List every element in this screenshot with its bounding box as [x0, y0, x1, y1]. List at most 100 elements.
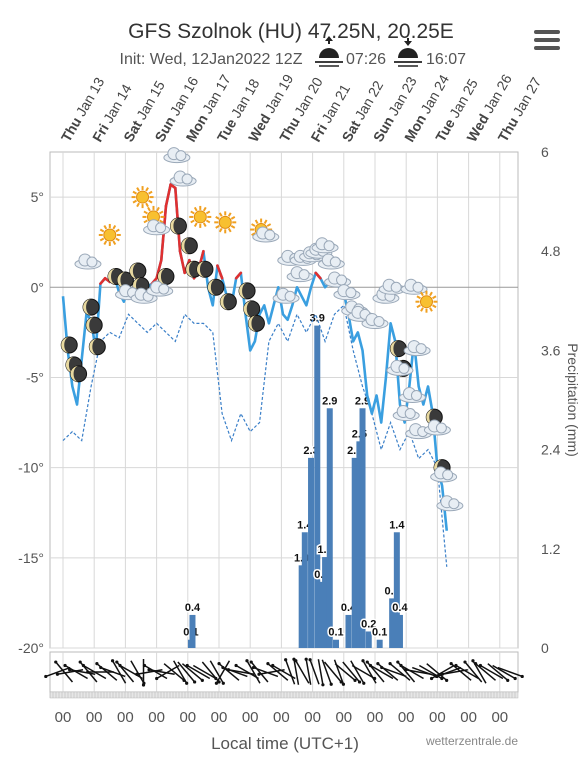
y-tick-label: -5°: [26, 369, 44, 385]
hour-label: 00: [429, 709, 446, 726]
dewpoint-line: [62, 304, 448, 567]
wind-barb: [267, 663, 289, 681]
x-axis-label: Local time (UTC+1): [211, 734, 359, 753]
moon-icon: [60, 336, 78, 354]
y2-tick-label: 2.4: [541, 442, 561, 458]
wind-barb: [69, 669, 96, 675]
cloud-icon: [252, 226, 280, 243]
sun-icon: [415, 290, 438, 313]
y2-axis-label: Precipitation (mm): [565, 343, 581, 457]
wind-barb: [222, 666, 248, 678]
wind-barb: [487, 663, 509, 681]
cloud-icon: [286, 266, 314, 283]
wind-barb: [246, 660, 261, 684]
precip-bar: [189, 614, 196, 648]
y-tick-label: 5°: [31, 189, 44, 205]
precip-bar: [322, 557, 329, 648]
y2-tick-label: 1.2: [541, 541, 561, 557]
precip-bar: [351, 457, 358, 648]
wind-barb: [381, 666, 407, 678]
cloud-icon: [347, 305, 375, 322]
hour-label: 00: [179, 709, 196, 726]
moon-icon: [238, 282, 256, 300]
wind-barb: [235, 664, 259, 680]
temperature-warm-segment: [178, 249, 186, 275]
cloud-icon: [146, 280, 174, 297]
moon-icon: [243, 300, 261, 318]
precip-bar: [345, 614, 352, 648]
wind-barb: [163, 663, 185, 681]
wind-barb: [480, 664, 504, 680]
precip-bar: [393, 532, 400, 648]
precip-value-label: 0.1: [372, 627, 387, 639]
wind-barb: [111, 660, 127, 684]
wind-barb: [426, 663, 448, 681]
sunrise-time: 07:26: [346, 51, 386, 68]
wind-barb: [186, 664, 211, 680]
hour-label: 00: [398, 709, 415, 726]
cloud-icon: [311, 237, 339, 254]
sun-icon: [131, 186, 154, 209]
wind-barb: [309, 659, 320, 685]
cloud-icon: [398, 386, 426, 403]
precip-value-label: 3.9: [310, 313, 325, 325]
cloud-icon: [361, 313, 389, 330]
moon-icon: [129, 262, 147, 280]
precip-bar: [326, 408, 333, 648]
wind-barb: [209, 660, 224, 684]
wind-barb: [284, 659, 296, 685]
hour-label: 00: [148, 709, 165, 726]
wind-barb: [497, 666, 523, 678]
wind-barb: [156, 664, 180, 680]
wind-barb: [173, 660, 188, 684]
wind-barb: [362, 660, 377, 684]
temperature-warm-segment: [234, 271, 243, 280]
wind-barb: [455, 664, 479, 680]
precip-bar: [376, 639, 383, 648]
moon-icon: [389, 340, 407, 358]
wind-barb: [119, 664, 143, 680]
precip-bar: [301, 532, 308, 648]
precip-bar: [314, 325, 321, 648]
wind-barb: [64, 664, 88, 680]
cloud-icon: [386, 359, 414, 376]
cloud-icon: [430, 466, 458, 483]
moon-icon: [196, 260, 214, 278]
precip-bar: [365, 631, 372, 648]
wind-barb: [201, 661, 220, 683]
precip-bar: [389, 598, 396, 648]
cloud-icon: [423, 419, 451, 436]
credit-link[interactable]: wetterzentrale.de: [425, 734, 518, 748]
plot-frame: [49, 151, 519, 649]
temperature-warm-segment: [314, 271, 322, 280]
y2-tick-label: 6: [541, 144, 549, 160]
precip-value-label: 0.1: [328, 627, 343, 639]
temperature-warm-segment: [164, 183, 172, 208]
cloud-icon: [317, 253, 345, 270]
wind-barb: [450, 663, 472, 681]
cloud-icon: [143, 219, 171, 236]
precip-bar: [359, 408, 366, 648]
wind-barb: [45, 666, 71, 678]
init-time: Init: Wed, 12Jan2022 12Z: [120, 51, 303, 68]
precip-value-label: 2.9: [322, 395, 337, 407]
sun-icon: [98, 223, 121, 246]
moon-icon: [247, 314, 265, 332]
hour-label: 00: [55, 709, 72, 726]
wind-barb: [400, 664, 424, 680]
cloud-icon: [378, 278, 406, 295]
wind-barb: [350, 660, 365, 684]
y-tick-label: -15°: [18, 550, 44, 566]
hour-label: 00: [304, 709, 321, 726]
sunset-time: 16:07: [426, 51, 466, 68]
hour-label: 00: [367, 709, 384, 726]
hour-label: 00: [117, 709, 134, 726]
menu-icon[interactable]: [534, 30, 560, 54]
temperature-warm-segment: [155, 258, 163, 280]
cloud-icon: [392, 405, 420, 422]
wind-barb: [181, 663, 203, 681]
precip-bar: [333, 639, 339, 648]
hour-label: 00: [211, 709, 228, 726]
moon-icon: [219, 293, 237, 311]
